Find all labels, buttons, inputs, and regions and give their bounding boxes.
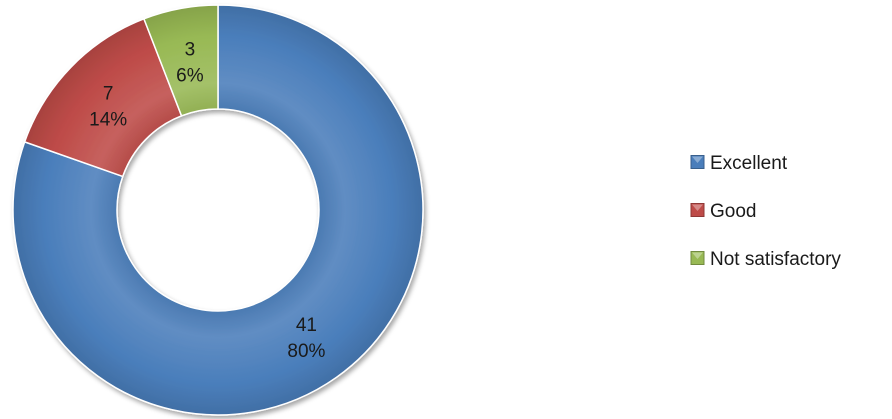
legend-item-excellent: Excellent [690, 153, 788, 174]
legend: Excellent Good Not satisfactory [690, 153, 841, 270]
slice-not-satisfactory [142, 4, 219, 117]
value-label-good: 7 [103, 83, 114, 104]
value-label-not-satisfactory: 3 [185, 40, 196, 61]
legend-item-good: Good [690, 201, 756, 222]
legend-label-excellent: Excellent [710, 153, 788, 174]
data-labels-group: 41 80% 7 14% 3 6% [89, 40, 325, 362]
percent-label-not-satisfactory: 6% [176, 66, 204, 87]
legend-swatch-highlight [692, 156, 703, 163]
slice-excellent [12, 4, 424, 416]
legend-swatch-highlight [692, 204, 703, 211]
legend-label-good: Good [710, 201, 756, 222]
percent-label-good: 14% [89, 109, 127, 130]
slices-group [12, 4, 424, 416]
legend-swatch-highlight [692, 252, 703, 259]
value-label-excellent: 41 [296, 315, 317, 336]
legend-item-not-satisfactory: Not satisfactory [690, 249, 841, 270]
percent-label-excellent: 80% [287, 341, 325, 362]
legend-label-not-satisfactory: Not satisfactory [710, 249, 841, 270]
